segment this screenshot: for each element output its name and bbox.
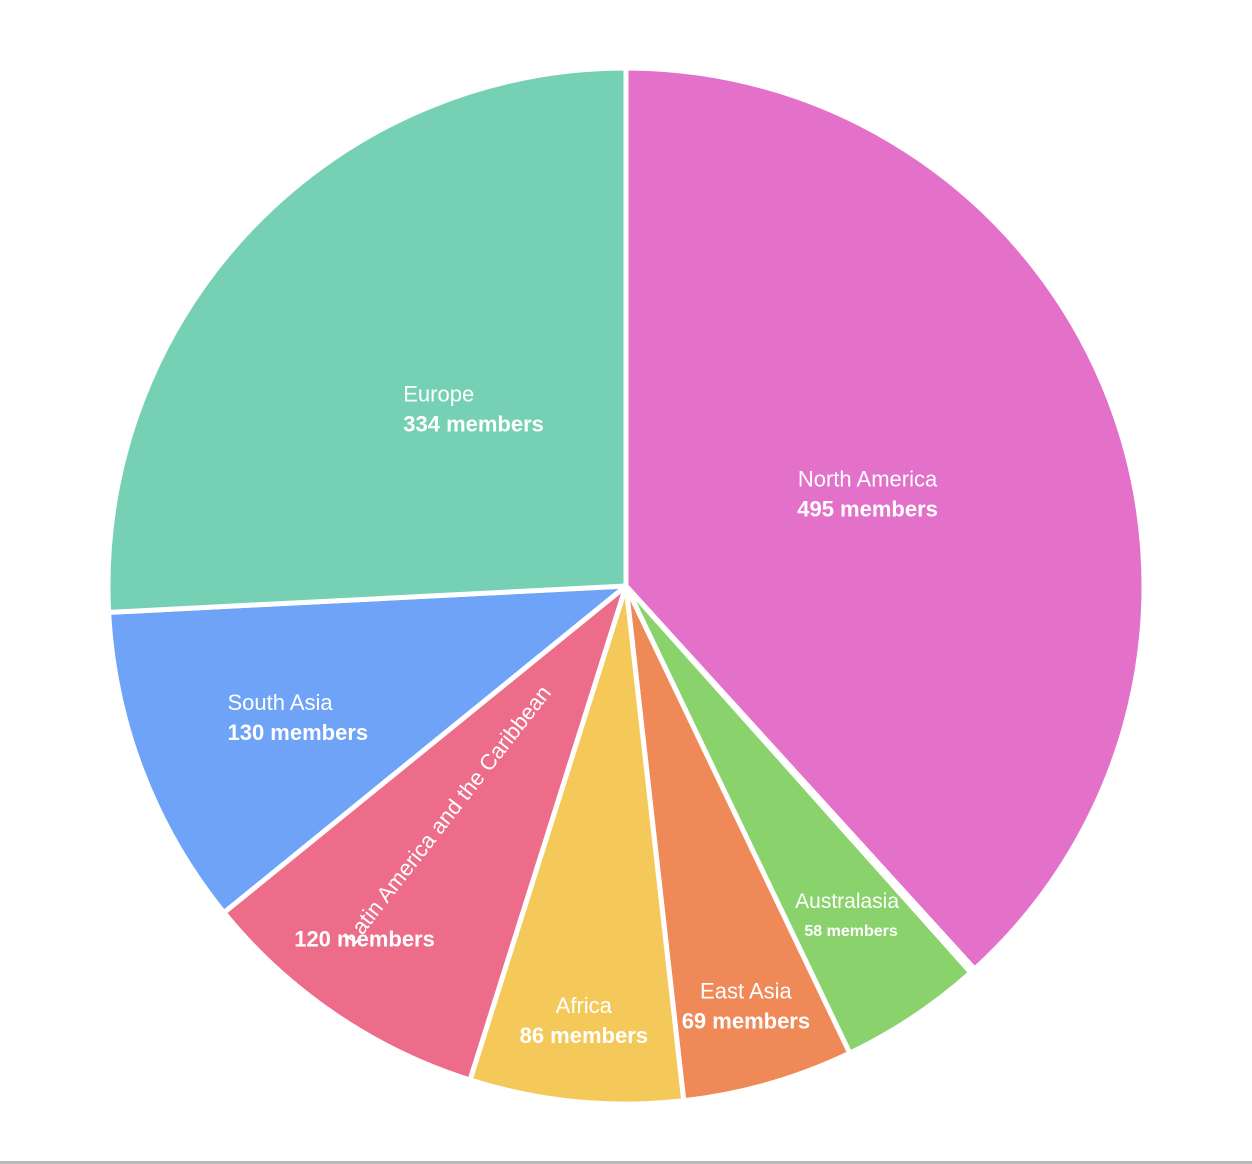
pie-slice-europe[interactable] bbox=[105, 65, 629, 615]
pie-slice-east-asia[interactable] bbox=[623, 583, 853, 1104]
slice-label-europe: Europe bbox=[403, 382, 474, 407]
slice-label-east-asia: East Asia bbox=[700, 978, 792, 1003]
slice-value-europe: 334 members bbox=[403, 412, 544, 437]
bottom-divider bbox=[0, 1161, 1252, 1164]
slice-value-east-asia: 69 members bbox=[682, 1008, 810, 1033]
slice-label-africa: Africa bbox=[556, 993, 613, 1018]
slice-value-latin-america-and-the-caribbean: 120 members bbox=[294, 927, 435, 952]
slice-value-north-america: 495 members bbox=[797, 497, 938, 522]
slice-label-north-america: North America bbox=[798, 467, 938, 492]
slice-value-south-asia: 130 members bbox=[227, 720, 368, 745]
pie-slice-north-america[interactable] bbox=[623, 65, 1147, 972]
slice-label-south-asia: South Asia bbox=[227, 690, 333, 715]
pie-slices bbox=[105, 65, 1147, 1107]
pie-slice-latin-america-and-the-caribbean[interactable] bbox=[221, 583, 629, 1083]
slice-value-africa: 86 members bbox=[520, 1023, 648, 1048]
slice-value-australasia: 58 members bbox=[804, 923, 897, 940]
slice-label-australasia: Australasia bbox=[795, 890, 899, 913]
pie-slice-africa[interactable] bbox=[467, 583, 687, 1107]
pie-slice-south-asia[interactable] bbox=[106, 583, 629, 916]
